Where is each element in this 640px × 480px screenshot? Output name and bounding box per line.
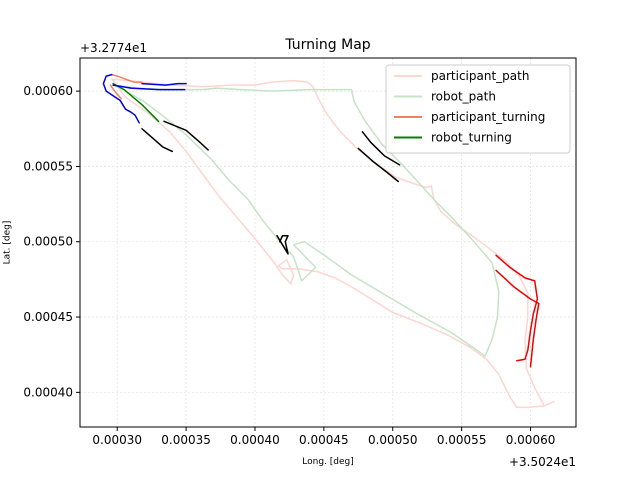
turn-black-line [141, 128, 174, 153]
y-tick-label: 0.00045 [23, 310, 73, 324]
robot-path-line [113, 84, 500, 357]
legend-label: participant_turning [431, 110, 545, 124]
y-tick-label: 0.00060 [23, 84, 73, 98]
legend-label: robot_turning [431, 131, 512, 145]
x-tick-label: 0.00060 [506, 433, 556, 447]
turn-blue-line [141, 82, 187, 86]
participant-path-line [110, 78, 555, 409]
turn-black-line [357, 147, 400, 183]
turn-black-line [163, 120, 209, 151]
turn-black-line [276, 234, 289, 255]
plot-frame [79, 57, 577, 428]
x-tick-label: 0.00055 [437, 433, 487, 447]
x-axis-ticks: 0.00030 0.00035 0.00040 0.00045 0.00050 0.000… [92, 427, 555, 447]
legend: participant_path robot_path participant_tu… [385, 64, 571, 154]
x-offset-label: +3.5024e1 [509, 455, 576, 469]
participant-turning-line [109, 84, 123, 100]
legend-label: participant_path [431, 69, 529, 83]
y-tick-label: 0.00055 [23, 159, 73, 173]
y-axis-ticks: 0.00040 0.00045 0.00050 0.00055 0.00060 [23, 84, 80, 399]
x-tick-label: 0.00045 [299, 433, 349, 447]
participant-turning-line [110, 73, 143, 83]
x-axis-label: Long. [deg] [302, 457, 354, 467]
x-tick-label: 0.00030 [92, 433, 142, 447]
x-tick-label: 0.00050 [368, 433, 418, 447]
y-tick-label: 0.00050 [23, 235, 73, 249]
y-tick-label: 0.00040 [23, 385, 73, 399]
turn-red-line [495, 254, 539, 362]
grid [80, 58, 576, 427]
x-tick-label: 0.00040 [230, 433, 280, 447]
y-axis-label: Lat. [deg] [3, 221, 13, 265]
turn-blue-line [112, 84, 186, 91]
turn-red-line [495, 269, 540, 368]
turn-black-line [361, 131, 401, 166]
legend-box [385, 64, 571, 154]
x-tick-label: 0.00035 [161, 433, 211, 447]
chart-title: Turning Map [284, 37, 370, 53]
turn-blue-line [102, 73, 140, 124]
legend-label: robot_path [431, 90, 496, 104]
y-offset-label: +3.2774e1 [80, 41, 147, 55]
plot-series [102, 73, 555, 409]
